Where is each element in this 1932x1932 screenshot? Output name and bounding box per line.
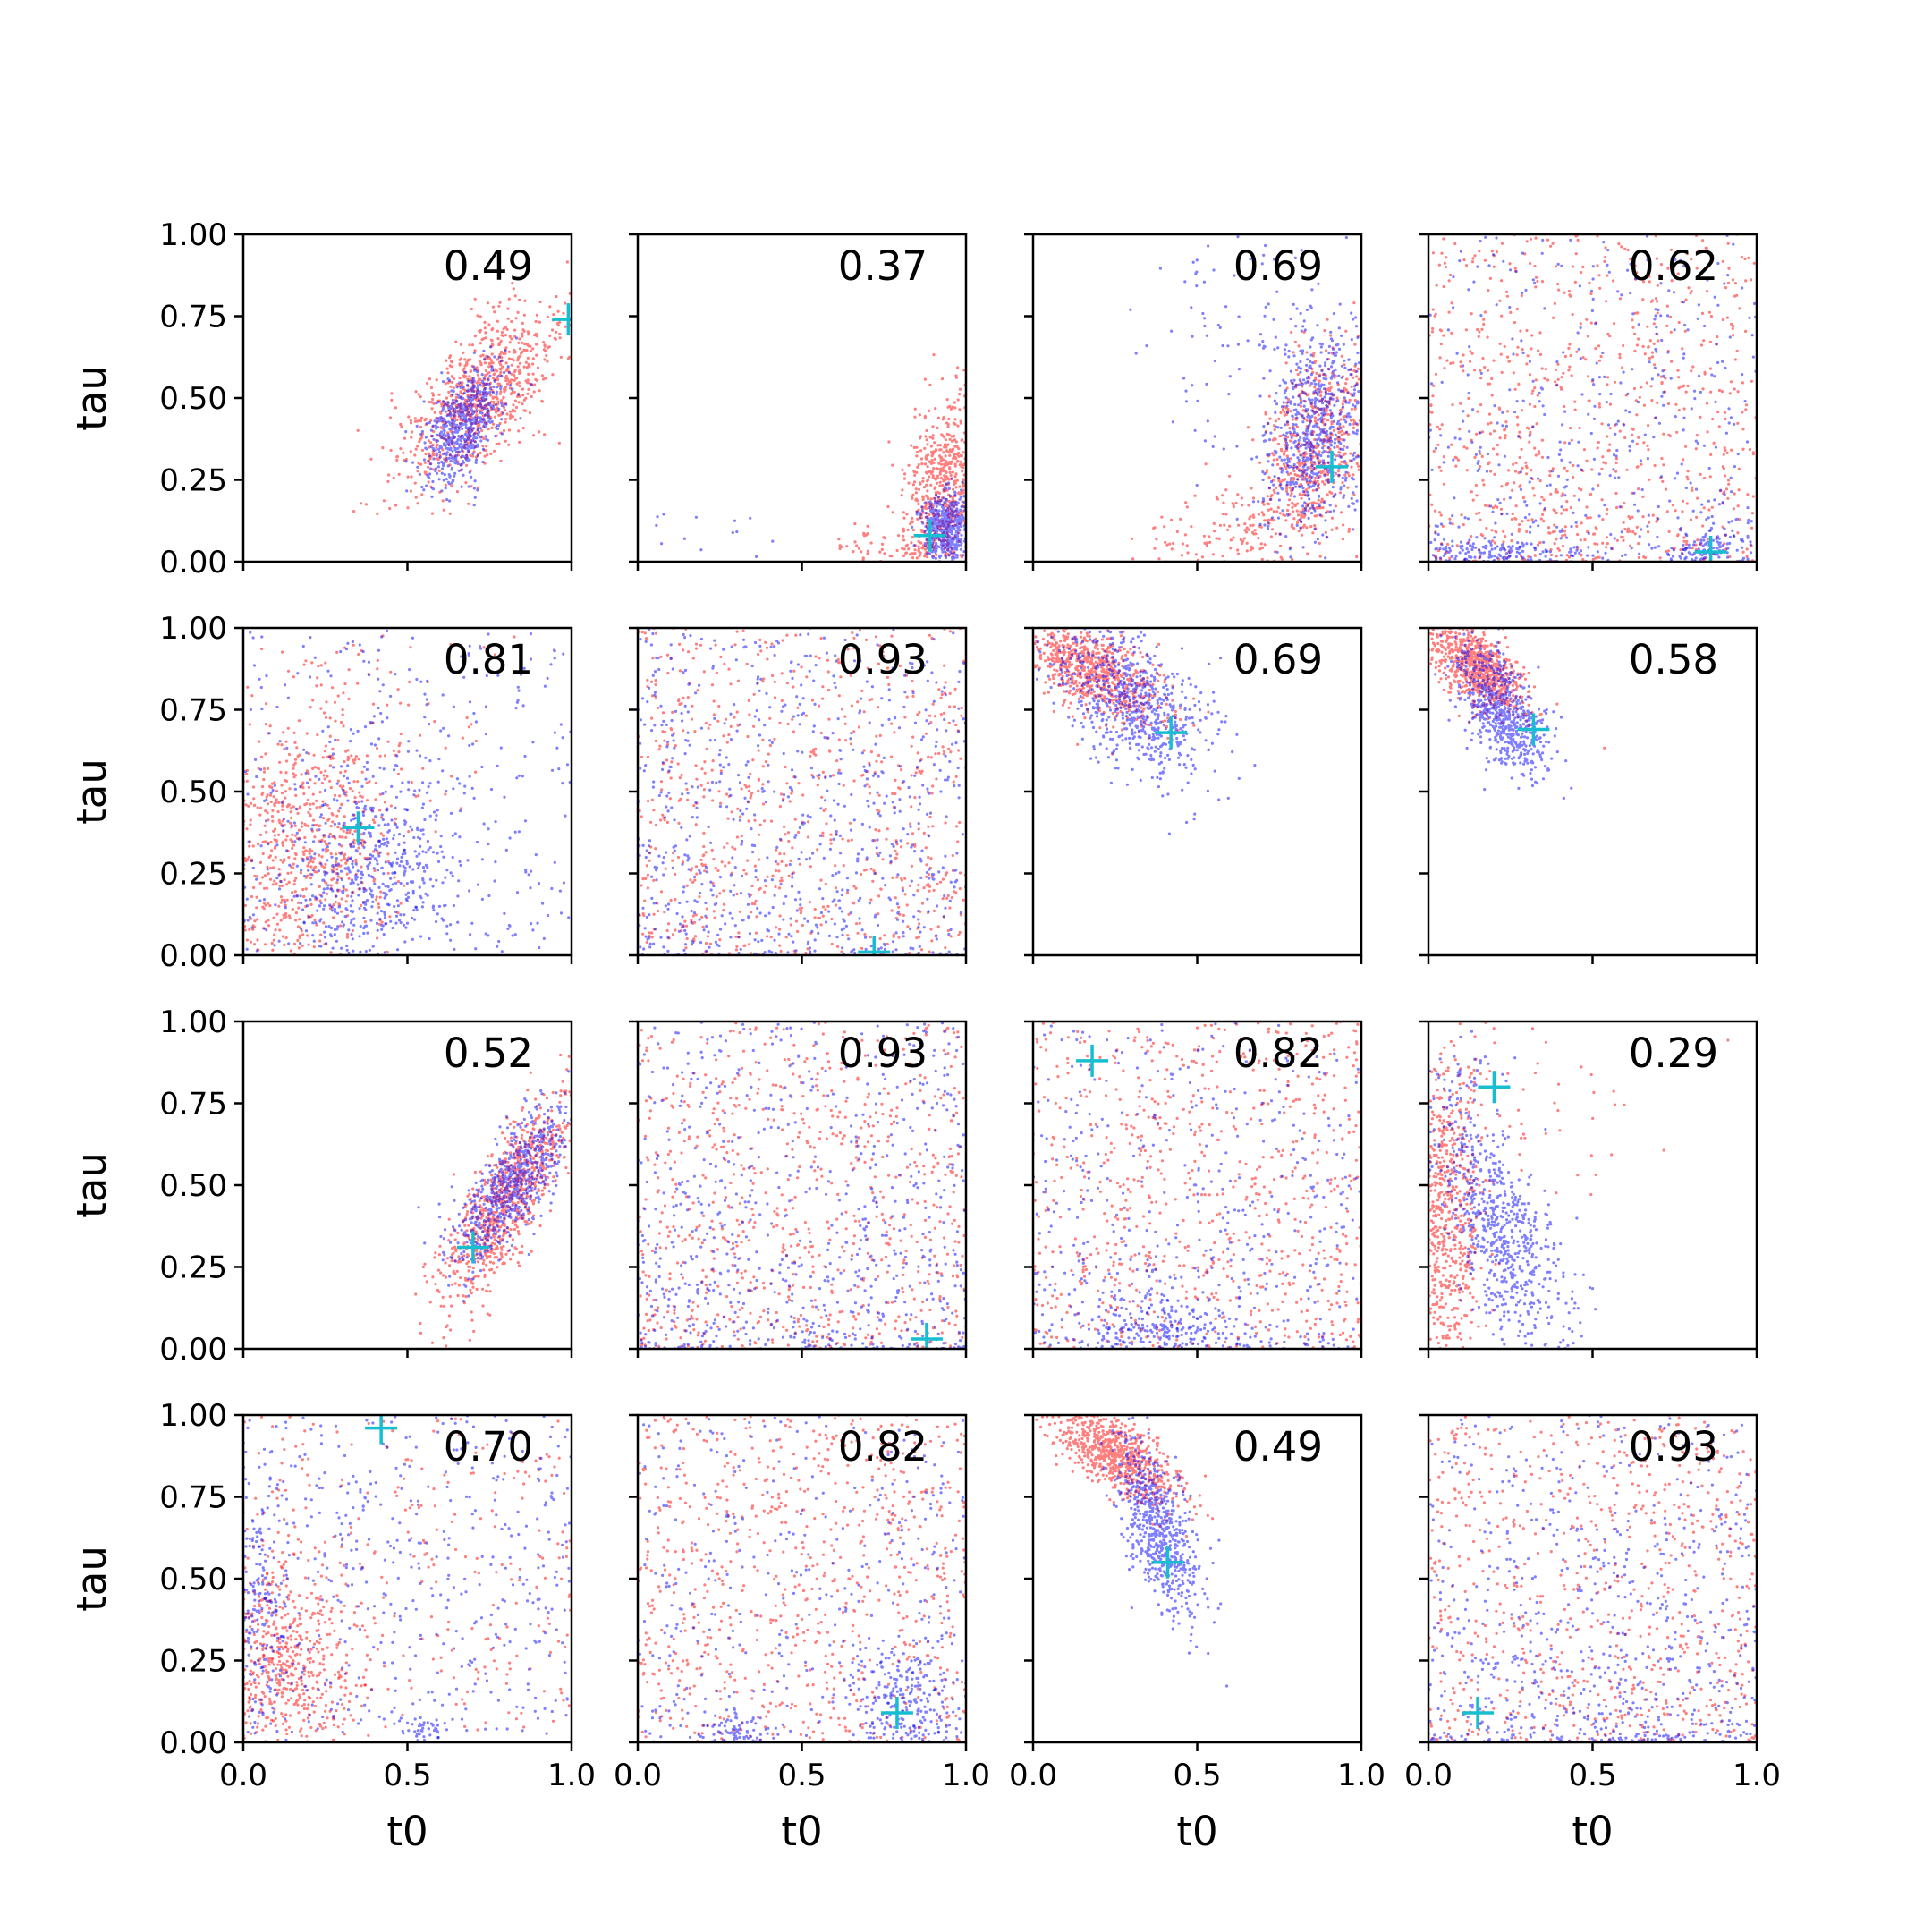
y-tick-label: 1.00 bbox=[159, 217, 227, 253]
annotation-label: 0.69 bbox=[1233, 242, 1323, 290]
x-tick-label: 1.0 bbox=[1733, 1758, 1781, 1793]
annotation-label: 0.52 bbox=[444, 1030, 533, 1077]
y-tick-label: 1.00 bbox=[159, 1004, 227, 1040]
annotation-label: 0.93 bbox=[838, 636, 928, 683]
x-axis-label: t0 bbox=[1572, 1808, 1613, 1855]
annotation-label: 0.58 bbox=[1629, 636, 1718, 683]
x-axis-label: t0 bbox=[1176, 1808, 1217, 1855]
y-axis-label: tau bbox=[68, 365, 115, 431]
annotation-label: 0.81 bbox=[444, 636, 533, 683]
y-tick-label: 0.25 bbox=[159, 857, 227, 893]
annotation-label: 0.37 bbox=[838, 242, 928, 290]
annotation-label: 0.82 bbox=[1233, 1030, 1323, 1077]
y-tick-label: 0.25 bbox=[159, 1250, 227, 1286]
x-tick-label: 0.0 bbox=[1404, 1758, 1453, 1793]
x-tick-label: 0.0 bbox=[1009, 1758, 1057, 1793]
y-tick-label: 0.50 bbox=[159, 775, 227, 810]
x-tick-label: 0.5 bbox=[1568, 1758, 1616, 1793]
annotation-label: 0.93 bbox=[1629, 1423, 1718, 1470]
y-tick-label: 0.00 bbox=[159, 938, 227, 974]
annotation-label: 0.29 bbox=[1629, 1030, 1718, 1077]
x-axis-label: t0 bbox=[386, 1808, 428, 1855]
annotation-label: 0.62 bbox=[1629, 242, 1718, 290]
annotation-label: 0.49 bbox=[1233, 1423, 1323, 1470]
y-tick-label: 1.00 bbox=[159, 611, 227, 647]
y-axis-label: tau bbox=[68, 1546, 115, 1612]
y-tick-label: 0.75 bbox=[159, 1480, 227, 1516]
x-tick-label: 1.0 bbox=[942, 1758, 990, 1793]
y-axis-label: tau bbox=[68, 1152, 115, 1218]
annotation-label: 0.49 bbox=[444, 242, 533, 290]
annotation-label: 0.82 bbox=[838, 1423, 928, 1470]
y-tick-label: 0.25 bbox=[159, 463, 227, 499]
annotation-label: 0.70 bbox=[444, 1423, 533, 1470]
y-axis-label: tau bbox=[68, 758, 115, 825]
y-tick-label: 0.50 bbox=[159, 381, 227, 417]
y-tick-label: 0.50 bbox=[159, 1168, 227, 1204]
y-tick-label: 0.00 bbox=[159, 1332, 227, 1368]
x-tick-label: 0.0 bbox=[219, 1758, 267, 1793]
y-tick-label: 0.75 bbox=[159, 1087, 227, 1123]
y-tick-label: 0.00 bbox=[159, 1725, 227, 1761]
x-axis-label: t0 bbox=[781, 1808, 822, 1855]
annotation-label: 0.69 bbox=[1233, 636, 1323, 683]
y-tick-label: 0.75 bbox=[159, 300, 227, 335]
x-tick-label: 0.5 bbox=[1173, 1758, 1221, 1793]
y-tick-label: 0.00 bbox=[159, 545, 227, 580]
x-tick-label: 1.0 bbox=[1337, 1758, 1385, 1793]
y-tick-label: 0.50 bbox=[159, 1562, 227, 1597]
y-tick-label: 1.00 bbox=[159, 1398, 227, 1434]
x-tick-label: 0.5 bbox=[777, 1758, 826, 1793]
x-tick-label: 0.5 bbox=[383, 1758, 431, 1793]
y-tick-label: 0.25 bbox=[159, 1644, 227, 1680]
x-tick-label: 1.0 bbox=[547, 1758, 596, 1793]
annotation-label: 0.93 bbox=[838, 1030, 928, 1077]
y-tick-label: 0.75 bbox=[159, 693, 227, 729]
x-tick-label: 0.0 bbox=[614, 1758, 662, 1793]
